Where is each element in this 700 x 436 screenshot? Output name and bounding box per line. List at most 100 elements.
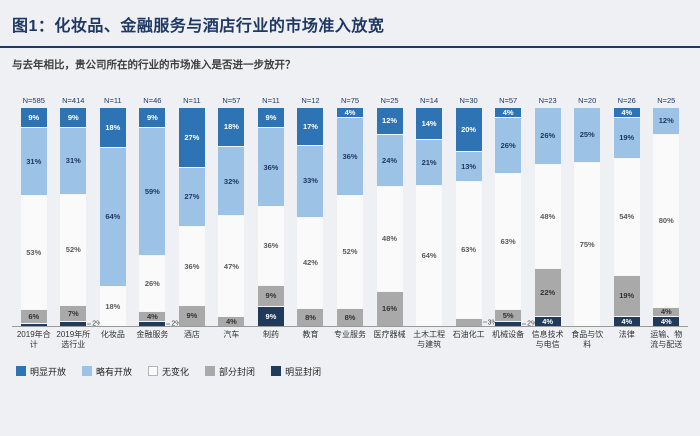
n-label: N=14 bbox=[420, 96, 439, 105]
segment-value-label: 22% bbox=[540, 288, 556, 297]
bar-column: N=14 14% 21% 64% bbox=[409, 96, 449, 326]
segment-closed-partly: 8% bbox=[297, 307, 324, 326]
segment-open-clearly: 18% bbox=[218, 108, 245, 147]
segment-no-change: 48% bbox=[376, 186, 403, 291]
segment-closed-clearly: 4% bbox=[534, 316, 561, 326]
chart-legend: 明显开放 略有开放 无变化 部分封闭 明显封闭 bbox=[12, 365, 688, 378]
segment-value-label: 75% bbox=[579, 239, 595, 249]
stacked-bar: 12% 24% 48% 16% bbox=[376, 108, 403, 326]
segment-value-label: 4% bbox=[660, 316, 672, 326]
legend-swatch-open-slightly bbox=[82, 366, 93, 377]
segment-no-change: 52% bbox=[337, 195, 364, 308]
segment-value-label: 9% bbox=[265, 311, 277, 321]
segment-no-change: 63% bbox=[455, 180, 482, 319]
segment-open-slightly: 64% bbox=[99, 146, 126, 287]
n-label: N=57 bbox=[222, 96, 241, 105]
segment-value-label: 4% bbox=[146, 311, 158, 321]
segment-value-label: 16% bbox=[382, 304, 398, 314]
segment-open-clearly: 20% bbox=[455, 108, 482, 152]
segment-open-clearly: 27% bbox=[178, 108, 205, 167]
segment-closed-clearly: 4% bbox=[653, 316, 680, 326]
segment-open-clearly: 9% bbox=[257, 108, 284, 128]
segment-closed-partly: 22% bbox=[534, 268, 561, 317]
segment-value-label: 52% bbox=[342, 247, 358, 257]
segment-value-label: 47% bbox=[223, 261, 239, 271]
segment-closed-partly: 4% bbox=[653, 306, 680, 317]
segment-open-clearly: 9% bbox=[20, 108, 47, 128]
n-label: N=11 bbox=[183, 96, 201, 105]
bar-column: N=11 27% 27% 36% 9% bbox=[172, 96, 212, 327]
category-label: 医疗器械 bbox=[373, 330, 406, 339]
stacked-bar-chart: N=585 9% 31% 53% 6% N=414 9% 31% 52% 7% 2% N=11 18% 6… bbox=[12, 96, 688, 327]
legend-item: 无变化 bbox=[148, 365, 189, 378]
segment-open-slightly: 25% bbox=[574, 108, 601, 163]
n-label: N=20 bbox=[578, 96, 597, 105]
category-label: 机械设备 bbox=[492, 330, 525, 339]
segment-no-change: 54% bbox=[613, 158, 640, 275]
segment-open-slightly: 31% bbox=[60, 127, 87, 194]
segment-value-label: 19% bbox=[619, 291, 635, 301]
category-label: 运输、物流与配送 bbox=[650, 330, 683, 350]
segment-closed-clearly: 4% bbox=[613, 316, 640, 326]
segment-value-label: 26% bbox=[540, 131, 556, 141]
stacked-bar: 9% 59% 26% 4% 2% bbox=[139, 108, 181, 327]
segment-open-clearly: 17% bbox=[297, 108, 324, 145]
category-label: 专业服务 bbox=[334, 330, 367, 339]
segment-no-change: 52% bbox=[60, 193, 87, 305]
segment-value-label: 33% bbox=[302, 176, 318, 186]
category-label: 教育 bbox=[302, 330, 319, 339]
segment-no-change: 80% bbox=[653, 133, 680, 307]
stacked-bar: 9% 31% 53% 6% bbox=[20, 108, 47, 327]
segment-value-label: 4% bbox=[502, 107, 514, 117]
bar-column: N=25 12% 80% 4% 4% bbox=[647, 96, 687, 326]
segment-open-clearly: 18% bbox=[99, 108, 126, 147]
segment-open-slightly: 36% bbox=[337, 116, 364, 195]
stacked-bar: 4% 36% 52% 8% bbox=[337, 107, 364, 326]
segment-closed-partly: 6% bbox=[20, 309, 47, 323]
segment-open-slightly: 26% bbox=[495, 116, 522, 174]
segment-value-label: 17% bbox=[302, 121, 318, 131]
segment-no-change: 47% bbox=[218, 215, 245, 317]
category-label: 酒店 bbox=[183, 330, 200, 339]
segment-no-change: 42% bbox=[297, 216, 324, 308]
stacked-bar: 25% 75% bbox=[574, 108, 601, 326]
n-label: N=30 bbox=[459, 96, 478, 105]
bar-column: N=12 17% 33% 42% 8% bbox=[291, 96, 331, 326]
segment-value-label: 36% bbox=[342, 151, 358, 161]
segment-open-slightly: 33% bbox=[297, 144, 324, 217]
segment-no-change: 48% bbox=[534, 163, 561, 269]
legend-item: 略有开放 bbox=[82, 365, 132, 378]
stacked-bar: 26% 48% 22% 4% bbox=[534, 108, 561, 326]
segment-value-label: 26% bbox=[500, 140, 516, 150]
segment-value-label: 19% bbox=[619, 133, 635, 143]
segment-value-label: 64% bbox=[421, 251, 437, 261]
segment-value-label: 31% bbox=[26, 156, 42, 166]
n-label: N=25 bbox=[657, 96, 676, 105]
legend-swatch-closed-partly bbox=[205, 366, 216, 377]
category-label: 信息技术与电信 bbox=[531, 330, 564, 350]
segment-value-label: 4% bbox=[344, 107, 356, 117]
n-label: N=414 bbox=[62, 96, 85, 105]
segment-value-label: 32% bbox=[223, 176, 239, 186]
category-label: 2019年所选行业 bbox=[56, 330, 91, 350]
segment-closed-clearly: 2% bbox=[495, 320, 537, 327]
segment-value-label: 2% bbox=[87, 320, 102, 327]
bar-column: N=11 18% 64% 18% bbox=[93, 96, 133, 326]
segment-value-label: 8% bbox=[305, 312, 316, 322]
segment-value-label: 8% bbox=[344, 312, 356, 322]
segment-closed-partly: 19% bbox=[613, 274, 640, 317]
segment-no-change: 75% bbox=[574, 162, 601, 326]
segment-open-slightly: 31% bbox=[20, 127, 47, 195]
segment-value-label: 13% bbox=[461, 161, 477, 171]
segment-no-change: 36% bbox=[178, 226, 205, 306]
n-label: N=26 bbox=[617, 96, 636, 105]
category-label: 土木工程与建筑 bbox=[413, 330, 446, 350]
segment-value-label: 9% bbox=[265, 112, 277, 122]
legend-swatch-closed-clearly bbox=[271, 366, 282, 377]
legend-label: 无变化 bbox=[162, 366, 190, 377]
segment-value-label: 36% bbox=[263, 162, 279, 172]
segment-value-label: 52% bbox=[65, 245, 81, 255]
stacked-bar: 4% 26% 63% 5% 2% bbox=[495, 107, 537, 327]
category-label: 法律 bbox=[618, 330, 635, 339]
